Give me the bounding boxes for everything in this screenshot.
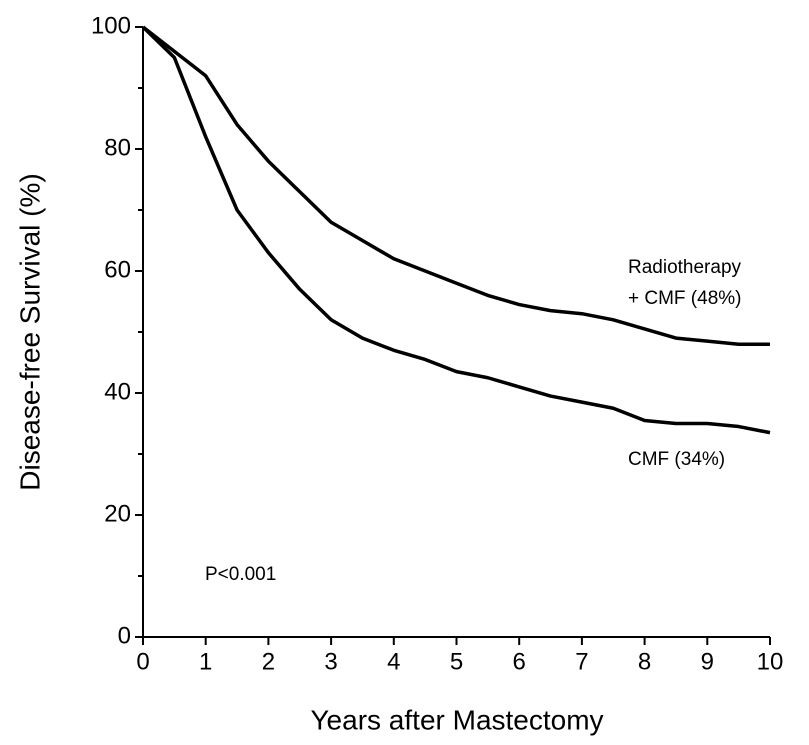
y-tick-label: 60 bbox=[104, 256, 131, 283]
x-tick-label: 7 bbox=[575, 648, 588, 675]
series-label: CMF (34%) bbox=[628, 449, 725, 470]
x-tick-label: 0 bbox=[136, 648, 149, 675]
x-tick-label: 5 bbox=[450, 648, 463, 675]
y-tick-label: 40 bbox=[104, 378, 131, 405]
x-tick-label: 9 bbox=[701, 648, 714, 675]
y-tick-label: 80 bbox=[104, 134, 131, 161]
p-value: P<0.001 bbox=[205, 564, 276, 585]
survival-line bbox=[141, 25, 770, 346]
x-tick-label: 10 bbox=[757, 648, 784, 675]
x-tick-label: 2 bbox=[262, 648, 275, 675]
x-tick-label: 6 bbox=[513, 648, 526, 675]
x-tick-label: 1 bbox=[199, 648, 212, 675]
y-axis-title: Disease-free Survival (%) bbox=[14, 173, 45, 490]
y-tick-label: 0 bbox=[118, 622, 131, 649]
x-tick-label: 3 bbox=[324, 648, 337, 675]
y-tick-label: 20 bbox=[104, 500, 131, 527]
y-tick-label: 100 bbox=[91, 12, 131, 39]
x-tick-label: 4 bbox=[387, 648, 400, 675]
survival-line bbox=[141, 25, 771, 435]
series-label: + CMF (48%) bbox=[628, 288, 742, 309]
x-axis-title: Years after Mastectomy bbox=[310, 704, 603, 735]
series-label: Radiotherapy bbox=[628, 257, 742, 278]
x-tick-label: 8 bbox=[638, 648, 651, 675]
